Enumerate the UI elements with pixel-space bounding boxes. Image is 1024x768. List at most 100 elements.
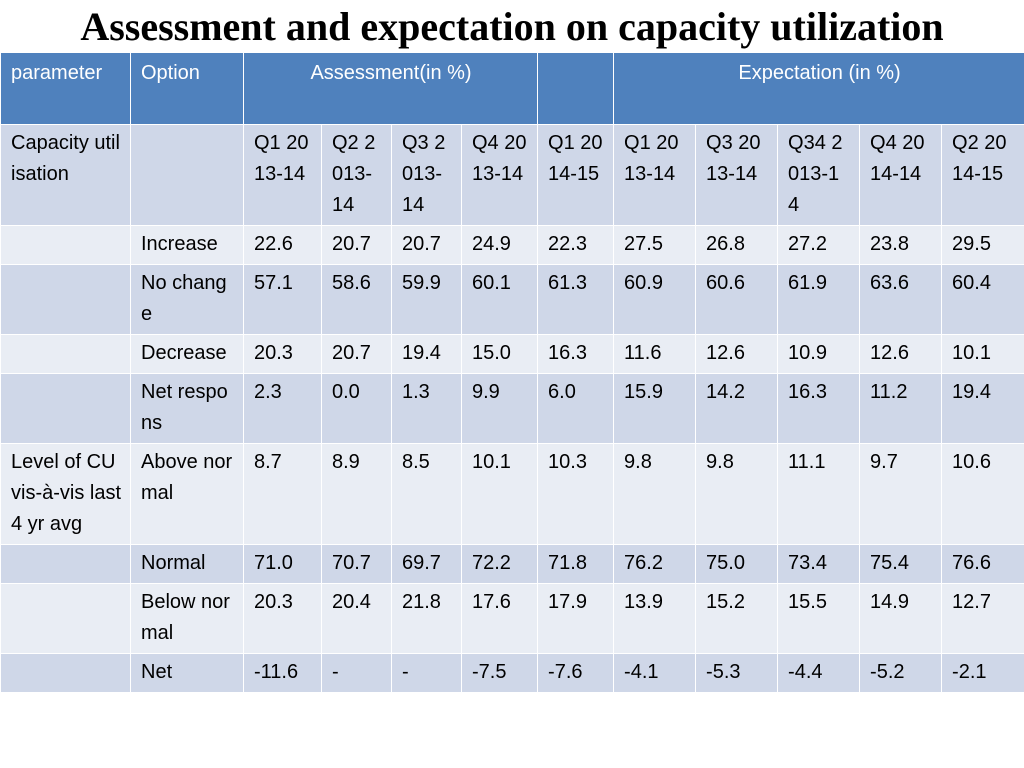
quarter-label-cell: Q1 2014-15: [537, 124, 615, 226]
value-cell: 20.7: [391, 225, 462, 265]
value-cell: 24.9: [460, 225, 539, 265]
parameter-cell: [0, 373, 131, 444]
option-cell: No change: [130, 264, 244, 335]
value-cell: -7.5: [460, 653, 539, 693]
option-cell: Below normal: [130, 583, 244, 654]
value-cell: 71.0: [243, 544, 322, 584]
value-cell: -5.2: [859, 653, 943, 693]
value-cell: 12.7: [941, 583, 1024, 654]
value-cell: 16.3: [777, 373, 861, 444]
value-cell: 72.2: [460, 544, 539, 584]
value-cell: 61.9: [777, 264, 861, 335]
value-cell: 13.9: [613, 583, 697, 654]
value-cell: 8.7: [243, 443, 322, 545]
value-cell: -: [391, 653, 462, 693]
value-cell: 70.7: [321, 544, 392, 584]
value-cell: 76.6: [941, 544, 1024, 584]
value-cell: 61.3: [537, 264, 615, 335]
value-cell: 75.4: [859, 544, 943, 584]
value-cell: 58.6: [321, 264, 392, 335]
value-cell: 19.4: [391, 334, 462, 374]
header-parameter: parameter: [0, 52, 131, 125]
quarter-label-cell: Q3 2013-14: [695, 124, 779, 226]
slide-title: Assessment and expectation on capacity u…: [80, 4, 944, 49]
value-cell: 57.1: [243, 264, 322, 335]
value-cell: 27.2: [777, 225, 861, 265]
table-body: Capacity utilisation Q1 2013-14 Q2 2013-14…: [0, 124, 1024, 693]
value-cell: 10.1: [460, 443, 539, 545]
value-cell: 20.4: [321, 583, 392, 654]
value-cell: 0.0: [321, 373, 392, 444]
value-cell: 11.2: [859, 373, 943, 444]
table-row: Level of CU vis-à-vis last 4 yr avg Above…: [0, 443, 1024, 545]
value-cell: 15.2: [695, 583, 779, 654]
value-cell: 9.8: [613, 443, 697, 545]
value-cell: -2.1: [941, 653, 1024, 693]
value-cell: 21.8: [391, 583, 462, 654]
header-assessment: Assessment(in %): [242, 52, 539, 125]
value-cell: 60.4: [941, 264, 1024, 335]
option-cell: Increase: [130, 225, 244, 265]
value-cell: 20.7: [321, 334, 392, 374]
value-cell: 75.0: [695, 544, 779, 584]
value-cell: 27.5: [613, 225, 697, 265]
option-cell: Net: [130, 653, 244, 693]
table-row: Below normal 20.3 20.4 21.8 17.6 17.9 13.9 15.2…: [0, 583, 1024, 654]
value-cell: 20.3: [243, 583, 322, 654]
value-cell: 16.3: [537, 334, 615, 374]
value-cell: 15.0: [460, 334, 539, 374]
parameter-cell: [0, 583, 131, 654]
value-cell: -4.1: [613, 653, 697, 693]
option-cell: Normal: [130, 544, 244, 584]
value-cell: -5.3: [695, 653, 779, 693]
header-expectation: Expectation (in %): [613, 52, 1024, 125]
value-cell: 15.5: [777, 583, 861, 654]
capacity-utilization-table: parameter Option Assessment(in %) Expect…: [0, 52, 1024, 693]
value-cell: -4.4: [777, 653, 861, 693]
quarter-label-cell: Q4 2014-14: [859, 124, 943, 226]
table-row: Net respons 2.3 0.0 1.3 9.9 6.0 15.9 14.2 16.3 11…: [0, 373, 1024, 444]
quarter-row: Capacity utilisation Q1 2013-14 Q2 2013-14…: [0, 124, 1024, 226]
quarter-label-cell: Q2 2013-14: [321, 124, 392, 226]
value-cell: 9.7: [859, 443, 943, 545]
value-cell: 12.6: [859, 334, 943, 374]
value-cell: -11.6: [243, 653, 322, 693]
quarter-label-cell: Q3 2013-14: [391, 124, 462, 226]
value-cell: 20.3: [243, 334, 322, 374]
value-cell: 10.3: [537, 443, 615, 545]
value-cell: -: [321, 653, 392, 693]
value-cell: -7.6: [537, 653, 615, 693]
value-cell: 2.3: [243, 373, 322, 444]
value-cell: 15.9: [613, 373, 697, 444]
quarter-label-cell: Q34 2013-14: [777, 124, 861, 226]
quarter-label-cell: Q1 2013-14: [243, 124, 322, 226]
value-cell: 10.6: [941, 443, 1024, 545]
quarter-label-cell: Q1 2013-14: [613, 124, 697, 226]
value-cell: 60.1: [460, 264, 539, 335]
value-cell: 14.2: [695, 373, 779, 444]
value-cell: 12.6: [695, 334, 779, 374]
value-cell: 60.9: [613, 264, 697, 335]
value-cell: 11.6: [613, 334, 697, 374]
value-cell: 8.9: [321, 443, 392, 545]
value-cell: 29.5: [941, 225, 1024, 265]
option-cell: Above normal: [130, 443, 244, 545]
value-cell: 60.6: [695, 264, 779, 335]
value-cell: 63.6: [859, 264, 943, 335]
value-cell: 73.4: [777, 544, 861, 584]
parameter-cell: Level of CU vis-à-vis last 4 yr avg: [0, 443, 131, 545]
value-cell: 19.4: [941, 373, 1024, 444]
value-cell: 20.7: [321, 225, 392, 265]
table-row: Normal 71.0 70.7 69.7 72.2 71.8 76.2 75.0 73.4 75…: [0, 544, 1024, 584]
quarter-label-cell: Q4 2013-14: [460, 124, 539, 226]
value-cell: 71.8: [537, 544, 615, 584]
value-cell: 9.9: [460, 373, 539, 444]
value-cell: 59.9: [391, 264, 462, 335]
value-cell: 10.9: [777, 334, 861, 374]
parameter-cell: [0, 544, 131, 584]
parameter-cell: [0, 264, 131, 335]
value-cell: 22.6: [243, 225, 322, 265]
header-row: parameter Option Assessment(in %) Expect…: [0, 52, 1024, 125]
table-row: Increase 22.6 20.7 20.7 24.9 22.3 27.5 26.8 27.2…: [0, 225, 1024, 265]
parameter-cell: [0, 334, 131, 374]
